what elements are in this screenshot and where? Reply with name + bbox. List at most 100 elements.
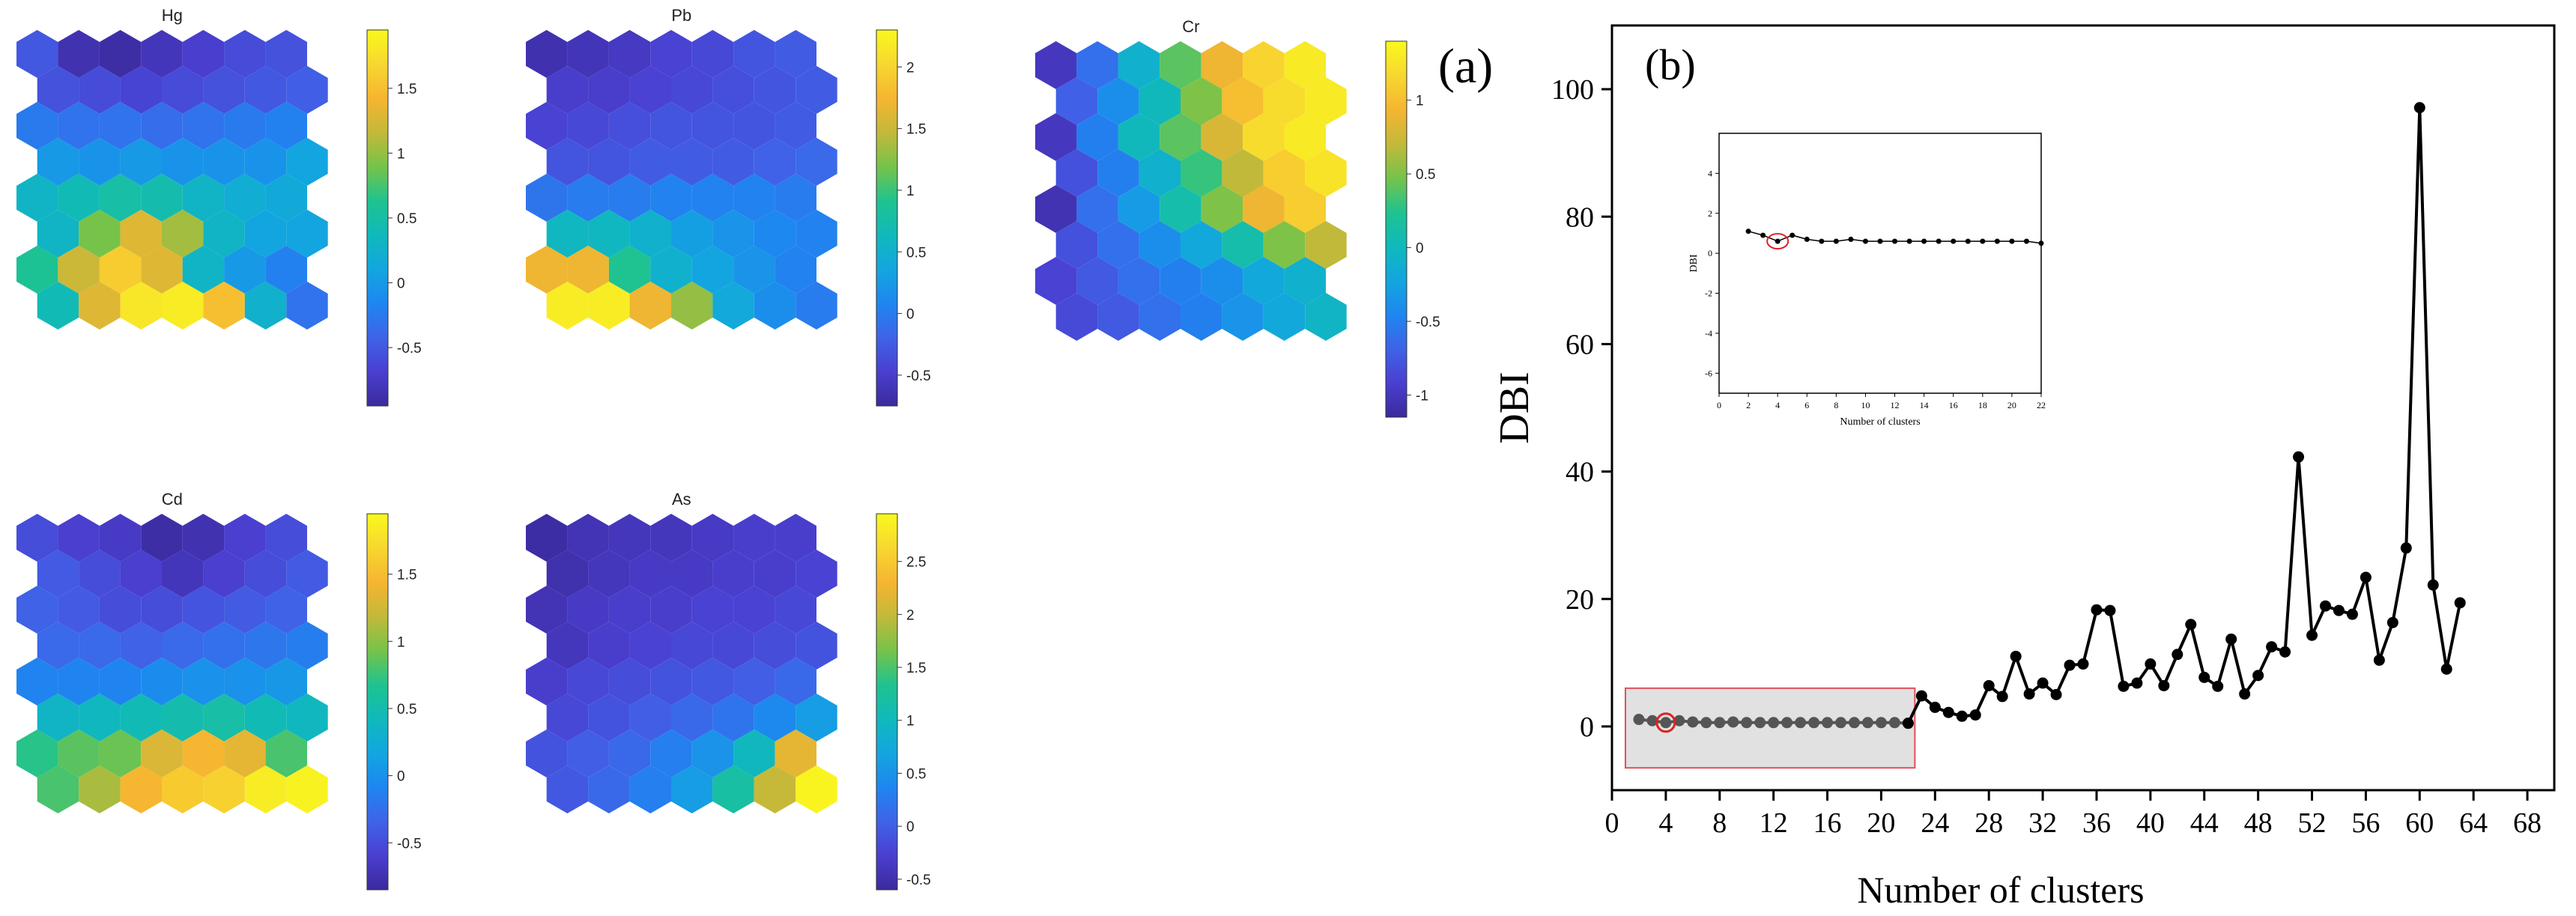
som-hex-cell bbox=[1201, 113, 1243, 161]
som-hex-cell bbox=[588, 622, 630, 670]
som-hex-cell bbox=[775, 174, 816, 222]
som-hex-cell bbox=[775, 102, 816, 150]
data-point bbox=[1915, 690, 1927, 702]
som-hex-cell bbox=[1284, 113, 1326, 161]
som-hex-cell bbox=[203, 765, 245, 813]
data-point bbox=[2454, 597, 2466, 609]
som-hex-cell bbox=[629, 282, 671, 330]
som-hex-cell bbox=[99, 586, 142, 634]
x-tick-label: 64 bbox=[2459, 807, 2488, 839]
som-hex-cell bbox=[629, 66, 671, 114]
data-point bbox=[1861, 717, 1873, 729]
som-hex-cell bbox=[629, 550, 671, 598]
som-hex-cell bbox=[203, 282, 245, 330]
inset-x-tick-label: 22 bbox=[2037, 400, 2046, 410]
som-hex-cell bbox=[244, 765, 287, 813]
som-hex-cell bbox=[588, 282, 630, 330]
inset-data-point bbox=[1936, 238, 1942, 244]
som-hex-cell bbox=[546, 66, 589, 114]
som-hex-cell bbox=[546, 138, 589, 186]
data-point bbox=[1835, 717, 1847, 729]
som-hex-cell bbox=[608, 174, 651, 222]
som-hex-cell bbox=[608, 102, 651, 150]
inset-data-point bbox=[1789, 232, 1795, 238]
som-hex-cell bbox=[182, 102, 225, 150]
colorbar-tick-label: 0 bbox=[397, 769, 405, 785]
som-hex-cell bbox=[795, 550, 837, 598]
som-hex-cell bbox=[775, 730, 816, 777]
som-hex-cell bbox=[795, 694, 837, 741]
som-hex-cell bbox=[691, 246, 734, 294]
som-hex-cell bbox=[671, 622, 713, 670]
inset-x-tick-label: 18 bbox=[1978, 400, 1987, 410]
som-hex-cell bbox=[795, 66, 837, 114]
som-hex-cell bbox=[733, 730, 775, 777]
inset-data-point bbox=[1980, 238, 1986, 244]
som-hex-cell bbox=[120, 210, 162, 258]
som-hex-cell bbox=[265, 586, 307, 634]
som-map-cr: Cr -1 -0.5 0 0.5 1 bbox=[1035, 17, 1440, 418]
data-point bbox=[1727, 716, 1739, 728]
colorbar-tick-label: -0.5 bbox=[1416, 315, 1440, 330]
data-point bbox=[2413, 102, 2425, 114]
selected-k-marker bbox=[1655, 712, 1676, 733]
data-point bbox=[2185, 619, 2197, 631]
data-point bbox=[2212, 680, 2224, 692]
colorbar bbox=[366, 513, 389, 891]
som-hex-cell bbox=[588, 66, 630, 114]
colorbar-tick-label: 1 bbox=[1416, 94, 1424, 109]
som-hex-cell bbox=[1076, 41, 1118, 89]
som-hex-cell bbox=[733, 246, 775, 294]
y-tick-label: 60 bbox=[1566, 329, 1594, 360]
data-point bbox=[2023, 688, 2035, 700]
data-point bbox=[2252, 670, 2264, 682]
som-hex-cell bbox=[650, 102, 692, 150]
som-hex-cell bbox=[1201, 41, 1243, 89]
som-hex-cell bbox=[120, 282, 162, 330]
som-hex-cell bbox=[733, 658, 775, 706]
som-hex-cell bbox=[1035, 41, 1077, 89]
som-hex-cell bbox=[1035, 185, 1077, 233]
som-hex-cell bbox=[265, 30, 307, 78]
som-hex-cell bbox=[1243, 185, 1285, 233]
x-tick-label: 16 bbox=[1813, 807, 1842, 839]
som-hex-cell bbox=[244, 66, 287, 114]
som-hex-cell bbox=[526, 658, 568, 706]
som-hex-cell bbox=[162, 138, 204, 186]
som-hex-cell bbox=[671, 694, 713, 741]
som-hex-cell bbox=[265, 730, 307, 777]
som-hex-cell bbox=[224, 102, 266, 150]
som-hex-cell bbox=[754, 282, 796, 330]
data-point bbox=[1848, 717, 1860, 729]
som-hex-cell bbox=[650, 514, 692, 562]
som-hex-cell bbox=[526, 174, 568, 222]
som-hex-cell bbox=[79, 694, 121, 741]
y-tick-label: 80 bbox=[1566, 201, 1594, 233]
som-hex-cell bbox=[567, 246, 609, 294]
som-hex-cell bbox=[162, 210, 204, 258]
som-hex-cell bbox=[265, 658, 307, 706]
som-hex-cell bbox=[526, 30, 568, 78]
som-hex-cell bbox=[567, 30, 609, 78]
som-hex-cell bbox=[79, 282, 121, 330]
som-hex-cell bbox=[1076, 113, 1118, 161]
som-hex-cell bbox=[650, 658, 692, 706]
som-hex-cell bbox=[546, 282, 589, 330]
som-hex-cell bbox=[526, 246, 568, 294]
som-hex-cell bbox=[265, 102, 307, 150]
inset-x-tick-label: 4 bbox=[1775, 400, 1780, 410]
som-hex-cell bbox=[608, 658, 651, 706]
panel-b-label: (b) bbox=[1645, 40, 1696, 89]
x-tick-label: 24 bbox=[1921, 807, 1949, 839]
som-hex-cell bbox=[691, 30, 734, 78]
som-hex-cell bbox=[1055, 293, 1098, 341]
som-hex-cell bbox=[546, 694, 589, 741]
som-hex-cell bbox=[1263, 293, 1306, 341]
som-hex-cell bbox=[691, 586, 734, 634]
som-hex-cell bbox=[1055, 221, 1098, 269]
som-hex-cell bbox=[1243, 41, 1285, 89]
data-point bbox=[2239, 688, 2251, 700]
som-hex-cell bbox=[754, 138, 796, 186]
som-hex-cell bbox=[58, 586, 100, 634]
som-hex-cell bbox=[1181, 149, 1222, 197]
